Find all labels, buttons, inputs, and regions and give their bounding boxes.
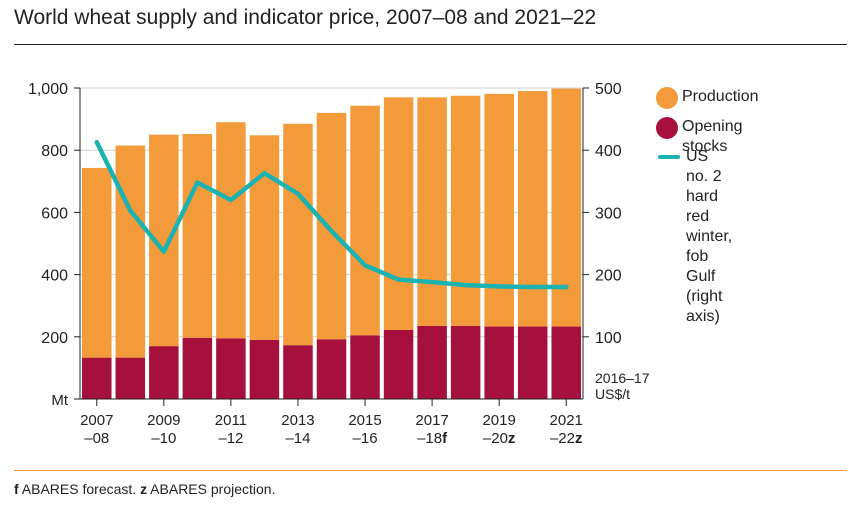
x-tick-label-range: –12 <box>218 430 243 447</box>
legend-label-production: Production <box>682 88 759 105</box>
x-tick-label-year: 2015 <box>348 412 381 429</box>
footnote-divider <box>14 470 847 471</box>
price-point <box>129 210 131 212</box>
price-point <box>297 193 299 195</box>
bar-production <box>82 167 112 358</box>
bar-opening-stocks <box>283 345 313 399</box>
y-tick-label: 800 <box>41 143 68 160</box>
footnote-f-text: ABARES forecast. <box>18 481 141 497</box>
bar-production <box>551 88 581 327</box>
x-tick-label-range: –14 <box>285 430 310 447</box>
x-tick-label-range: –22z <box>550 430 583 447</box>
bar-production <box>283 123 313 346</box>
price-point <box>196 182 198 184</box>
footnote-f-marker: f <box>14 481 19 497</box>
price-point <box>96 141 98 143</box>
price-point <box>163 251 165 253</box>
price-point <box>465 284 467 286</box>
legend-swatch-price-line <box>658 155 680 159</box>
y-tick-label: 200 <box>41 330 68 347</box>
bar-opening-stocks <box>350 335 380 399</box>
bar-opening-stocks <box>316 339 347 399</box>
bar-opening-stocks <box>82 357 112 399</box>
y2-tick-label: 500 <box>595 81 622 98</box>
bar-production <box>450 95 481 326</box>
x-tick-label-range: –18f <box>417 430 448 447</box>
footnote: f ABARES forecast. z ABARES projection. <box>14 481 275 497</box>
legend-label-opening-stocks: Opening stocks <box>682 118 743 155</box>
bar-opening-stocks <box>551 326 581 399</box>
x-tick-label-suffix: z <box>508 430 515 447</box>
title-divider <box>14 44 847 45</box>
bar-production <box>316 112 347 340</box>
bar-opening-stocks <box>182 337 213 399</box>
legend-label-price-line: US no. 2 hard red winter, fob Gulf (righ… <box>686 148 733 325</box>
price-point <box>431 281 433 283</box>
y-tick-label: 1,000 <box>28 81 68 98</box>
price-point <box>364 264 366 266</box>
y2-tick-label: 400 <box>595 143 622 160</box>
bar-opening-stocks <box>249 339 280 399</box>
legend-item-opening-stocks: Opening stocks <box>656 117 743 157</box>
footnote-z-text: ABARES projection. <box>147 481 276 497</box>
legend-item-production: Production <box>656 87 759 109</box>
x-tick-label-range: –20z <box>483 430 516 447</box>
x-tick-label-suffix: f <box>442 430 448 447</box>
footnote-z-marker: z <box>140 481 148 497</box>
x-tick-label-year: 2013 <box>281 412 314 429</box>
bar-production <box>383 97 414 330</box>
y-tick-label: 600 <box>41 205 68 222</box>
price-point <box>263 172 265 174</box>
price-point <box>532 286 534 288</box>
chart-title: World wheat supply and indicator price, … <box>14 6 597 29</box>
bar-opening-stocks <box>383 329 414 399</box>
x-tick-label-year: 2019 <box>482 412 515 429</box>
legend-swatch-opening-stocks <box>656 117 678 139</box>
legend-swatch-production <box>656 87 678 109</box>
price-line-layer <box>94 139 569 290</box>
x-tick-label-year: 2007 <box>80 412 113 429</box>
x-tick-label-range: –08 <box>84 430 109 447</box>
bar-opening-stocks <box>517 326 548 399</box>
x-tick-label-year: 2011 <box>215 412 247 429</box>
bar-opening-stocks <box>149 346 179 399</box>
y2-tick-label: 300 <box>595 205 622 222</box>
bar-opening-stocks <box>115 357 146 399</box>
bar-production <box>350 105 380 336</box>
bar-production <box>417 97 447 326</box>
price-point <box>498 285 500 287</box>
y2-tick-label: 200 <box>595 268 622 285</box>
bar-opening-stocks <box>450 325 481 399</box>
x-tick-label-year: 2009 <box>147 412 180 429</box>
x-tick-label-range: –10 <box>151 430 176 447</box>
bar-opening-stocks <box>417 325 447 399</box>
price-point <box>230 199 232 201</box>
x-tick-label-suffix: z <box>575 430 583 447</box>
y2-axis-unit-line1: 2016–17 <box>595 370 650 386</box>
x-tick-label-range: –16 <box>353 430 378 447</box>
bar-production <box>182 134 213 338</box>
bar-production <box>249 135 280 340</box>
bar-production <box>517 91 548 327</box>
bar-opening-stocks <box>216 338 246 399</box>
legend-item-price-line: US no. 2 hard red winter, fob Gulf (righ… <box>656 147 732 327</box>
axes: 200 400 600 800 1,000 100 200 300 400 500 2007–08 2… <box>28 81 650 447</box>
bar-production <box>484 93 514 327</box>
y-tick-label: 400 <box>41 268 68 285</box>
y-axis-unit-label: Mt <box>51 392 68 409</box>
price-point <box>565 286 567 288</box>
bar-production <box>216 122 246 339</box>
y2-tick-label: 100 <box>595 330 622 347</box>
x-tick-label-year: 2017 <box>415 412 448 429</box>
bar-opening-stocks <box>484 326 514 399</box>
price-point <box>398 279 400 281</box>
x-tick-label-year: 2021 <box>550 412 583 429</box>
price-point <box>331 230 332 232</box>
bar-production <box>115 145 146 358</box>
y2-axis-unit-line2: US$/t <box>595 386 630 402</box>
